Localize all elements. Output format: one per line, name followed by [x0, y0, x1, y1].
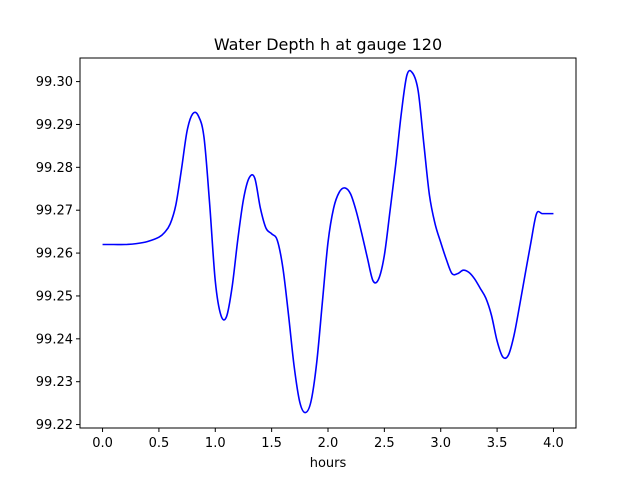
axes-frame [79, 57, 577, 429]
x-tick-label: 0.5 [149, 436, 170, 451]
x-tick-label: 0.0 [92, 436, 113, 451]
x-tick-label: 2.5 [374, 436, 395, 451]
y-tick-label: 99.24 [36, 332, 73, 347]
y-tick-label: 99.27 [36, 204, 73, 219]
y-tick-label: 99.26 [36, 247, 73, 262]
plot-area [102, 69, 554, 414]
x-axis-ticks: 0.0 0.5 1.0 1.5 2.0 2.5 3.0 3.5 4.0 [92, 428, 564, 451]
y-tick-label: 99.25 [36, 289, 73, 304]
x-tick-label: 2.0 [318, 436, 339, 451]
x-tick-label: 1.0 [205, 436, 226, 451]
y-tick-label: 99.28 [36, 161, 73, 176]
x-tick-label: 3.0 [430, 436, 451, 451]
y-axis-ticks: 99.22 99.23 99.24 99.25 99.26 99.27 99.28 99.29… [36, 75, 80, 433]
chart-title: Water Depth h at gauge 120 [214, 35, 442, 54]
y-tick-label: 99.22 [36, 418, 73, 433]
x-axis-label: hours [310, 456, 347, 471]
series-line [102, 69, 554, 414]
y-tick-label: 99.30 [36, 75, 73, 90]
y-tick-label: 99.29 [36, 118, 73, 133]
x-tick-label: 1.5 [261, 436, 282, 451]
x-tick-label: 4.0 [543, 436, 564, 451]
x-tick-label: 3.5 [487, 436, 508, 451]
y-tick-label: 99.23 [36, 375, 73, 390]
